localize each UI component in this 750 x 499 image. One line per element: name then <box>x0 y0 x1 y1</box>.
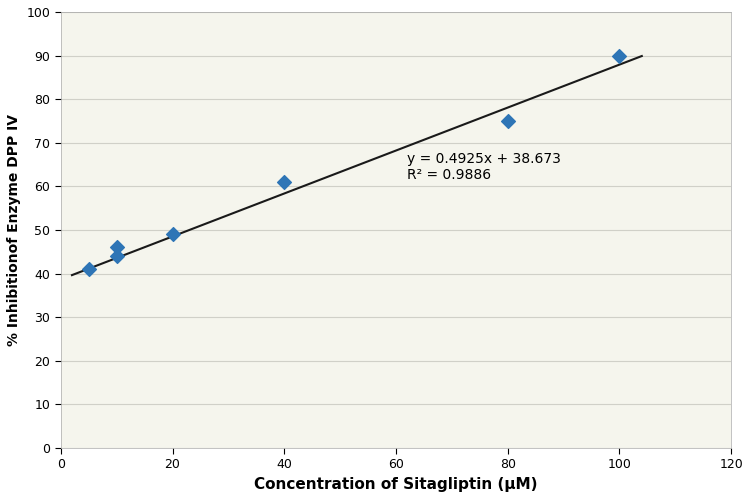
Text: y = 0.4925x + 38.673
R² = 0.9886: y = 0.4925x + 38.673 R² = 0.9886 <box>407 152 561 182</box>
Y-axis label: % Inhibitionof Enzyme DPP IV: % Inhibitionof Enzyme DPP IV <box>7 114 21 346</box>
Point <box>278 178 290 186</box>
Point <box>111 252 123 260</box>
Point <box>166 231 178 239</box>
Point <box>614 51 626 59</box>
X-axis label: Concentration of Sitagliptin (μM): Concentration of Sitagliptin (μM) <box>254 477 538 492</box>
Point <box>502 117 514 125</box>
Point <box>82 265 94 273</box>
Point <box>111 244 123 251</box>
